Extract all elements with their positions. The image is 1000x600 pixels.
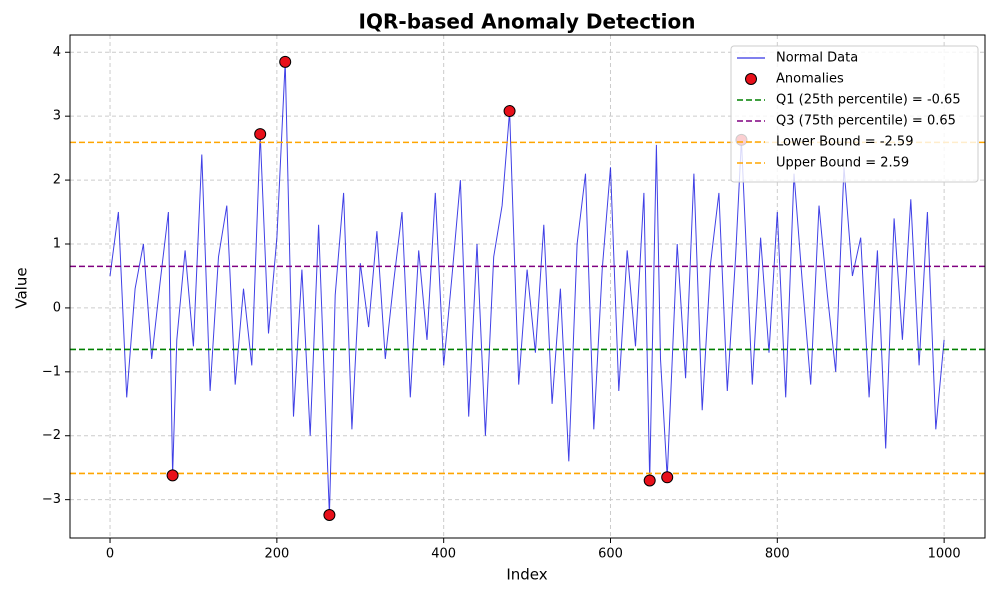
anomaly-point — [661, 471, 674, 484]
legend: Normal Data Anomalies Q1 (25th percentile)… — [730, 45, 979, 183]
anomaly-point — [643, 474, 656, 487]
plot-frame — [69, 34, 986, 539]
x-tick-label: 600 — [598, 547, 623, 562]
legend-label: Upper Bound = 2.59 — [776, 156, 909, 171]
y-axis-label: Value — [13, 267, 31, 308]
legend-label: Anomalies — [776, 72, 844, 87]
legend-label: Lower Bound = -2.59 — [776, 135, 913, 150]
anomaly-point — [254, 128, 267, 141]
legend-label: Normal Data — [776, 51, 858, 66]
x-tick-label: 1000 — [928, 547, 961, 562]
x-tick-label: 200 — [264, 547, 289, 562]
legend-label: Q3 (75th percentile) = 0.65 — [776, 114, 956, 129]
x-axis-label: Index — [506, 566, 547, 584]
x-tick-label: 0 — [106, 547, 114, 562]
y-tick-label: 1 — [53, 236, 61, 251]
anomaly-point — [166, 469, 179, 482]
anomaly-point — [279, 55, 292, 68]
y-tick-label: 4 — [53, 45, 61, 60]
anomaly-point — [503, 105, 516, 118]
y-tick-label: −2 — [42, 428, 61, 443]
legend-marker — [745, 73, 757, 85]
x-tick-label: 800 — [765, 547, 790, 562]
y-tick-label: 3 — [53, 109, 61, 124]
anomaly-point — [323, 508, 336, 521]
legend-box — [730, 45, 979, 183]
y-tick-label: 2 — [53, 173, 61, 188]
y-tick-label: −1 — [42, 364, 61, 379]
y-tick-label: 0 — [53, 300, 61, 315]
legend-label: Q1 (25th percentile) = -0.65 — [776, 93, 961, 108]
x-tick-label: 400 — [431, 547, 456, 562]
data-line — [109, 61, 945, 516]
y-tick-label: −3 — [42, 492, 61, 507]
chart-title: IQR-based Anomaly Detection — [359, 10, 696, 34]
